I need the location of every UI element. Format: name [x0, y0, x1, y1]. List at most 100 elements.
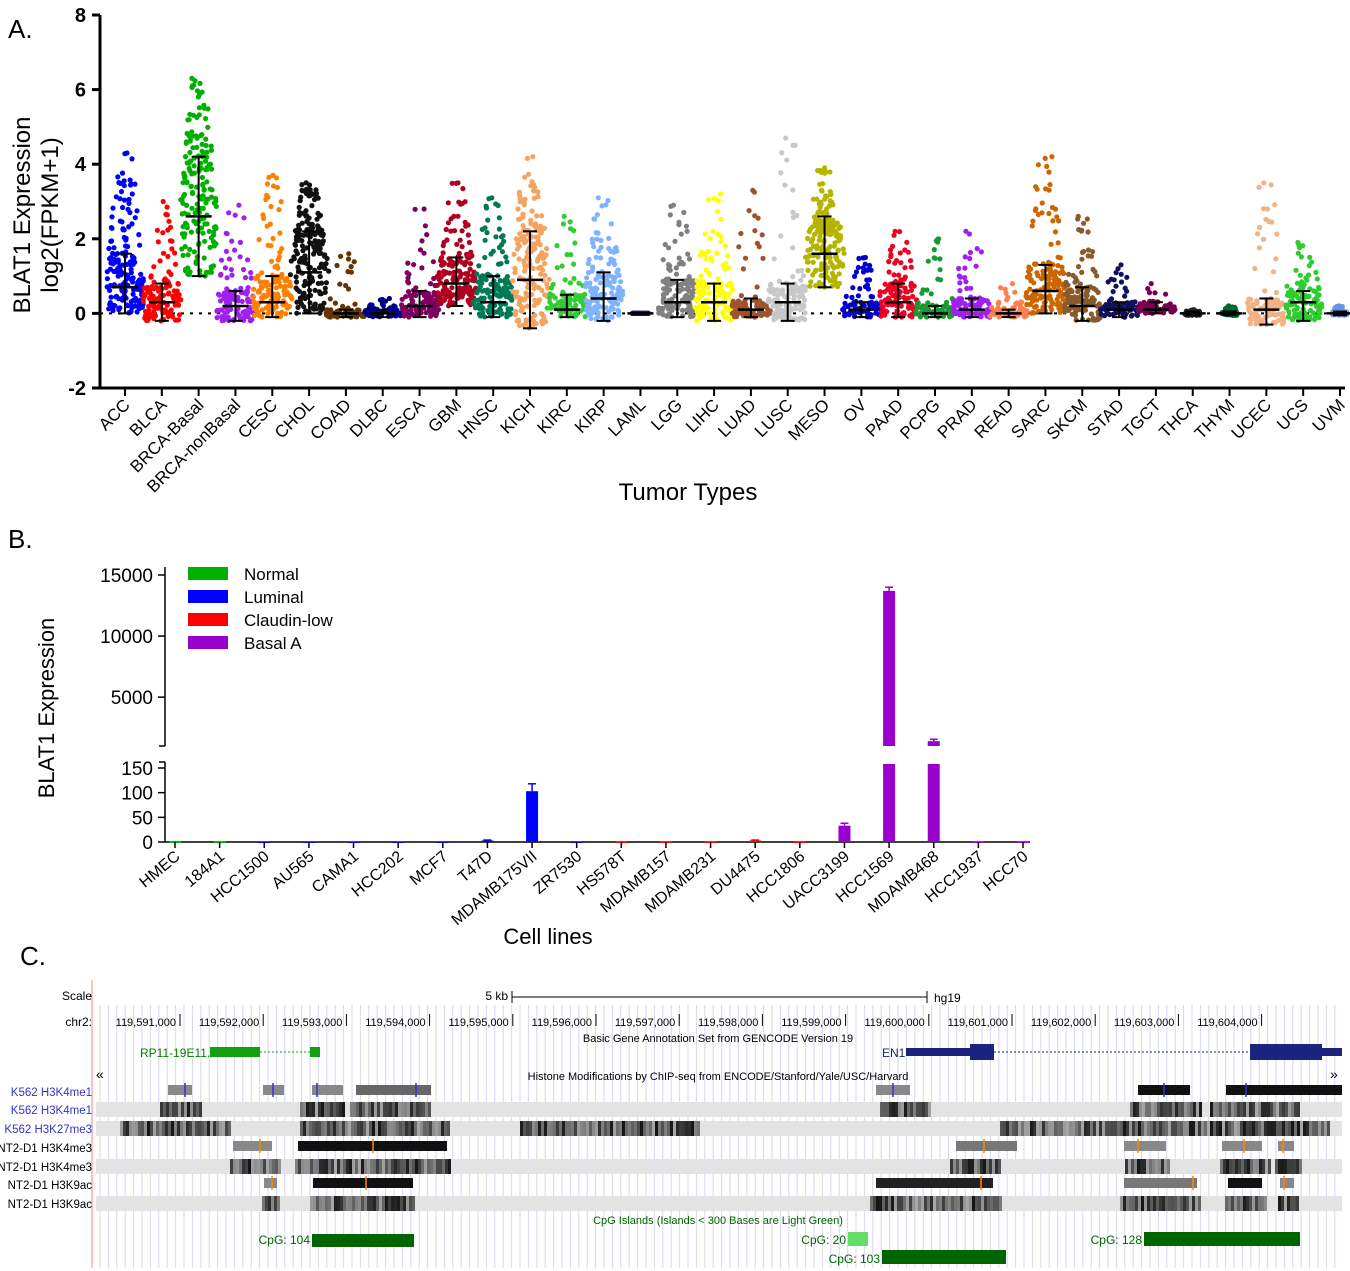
panel-a-ytick-label: -2 [68, 378, 86, 400]
panel-b-ytick-label: 100 [121, 784, 153, 805]
cpg-islands: CpG: 104 CpG: 20 CpG: 103 CpG: 128 [259, 1232, 1300, 1266]
panel-b-ytick-label: 15000 [100, 566, 153, 587]
coord-label: 119,601,000 [948, 1017, 1008, 1029]
panel-a-xtick-label: UCEC [1228, 395, 1275, 442]
panel-b-ytick-label: 10000 [100, 627, 153, 648]
cpg-104-label: CpG: 104 [259, 1233, 311, 1247]
gene-rp11-model [210, 1047, 320, 1057]
panel-a-points-sarc [1023, 154, 1067, 316]
panel-a-xtick-label: READ [971, 395, 1018, 442]
track-label: K562 H3K4me1 [11, 1105, 92, 1117]
panel-a-label: A. [8, 14, 33, 44]
panel-b-ytick-label: 5000 [111, 688, 153, 709]
panel-b-bar-mdamb175vii [526, 783, 539, 842]
panel-a-xtick-label: THYM [1191, 395, 1238, 442]
panel-b-legend-swatch [188, 567, 228, 580]
panel-a-xtick-label: COAD [307, 395, 355, 443]
panel-a-xtick-label: CESC [234, 395, 281, 442]
panel-a-xtick-label: ESCA [382, 395, 429, 442]
panel-a-xtick-label: HNSC [455, 395, 502, 442]
track-row [96, 1102, 1342, 1117]
panel-b-legend-label: Claudin-low [244, 611, 334, 630]
panel-a-xtick-label: UVM [1309, 395, 1349, 435]
coord-label: 119,603,000 [1114, 1017, 1174, 1029]
panel-b-bar-uacc3199 [838, 822, 851, 842]
panel-a-xtick-label: PRAD [934, 395, 981, 442]
panel-a-points-lusc [765, 135, 809, 323]
gene-en1-model [906, 1044, 1342, 1060]
track-label: NT2-D1 H3K4me3 [0, 1143, 92, 1155]
gene-rp11-label: RP11-19E11.1 [140, 1046, 217, 1060]
cpg-20-label: CpG: 20 [801, 1233, 846, 1247]
coord-label: 119,597,000 [615, 1017, 675, 1029]
panel-a-xtick-label: UCS [1273, 395, 1312, 434]
chr-label: chr2: [65, 1015, 92, 1029]
coord-label: 119,604,000 [1197, 1017, 1257, 1029]
panel-a-xtick-label: LAML [604, 395, 649, 440]
panel-b-bar-mdamb468 [927, 738, 940, 842]
panel-a-ylabel-line2: log2(FPKM+1) [37, 137, 64, 292]
panel-a-ytick-label: 8 [75, 5, 86, 27]
scroll-right-icon[interactable]: » [1330, 1066, 1338, 1082]
panel-a-points-kirp [582, 195, 626, 324]
panel-a-points-hnsc [471, 195, 515, 320]
panel-a-points-chol [287, 180, 332, 316]
panel-a-xtick-label: MESO [785, 395, 834, 444]
panel-b-xlabel: Cell lines [503, 924, 592, 949]
track-label: K562 H3K4me1 [11, 1087, 92, 1099]
gene-en1-label: EN1 [882, 1046, 906, 1060]
panel-c-label: C. [20, 941, 46, 971]
panel-a-xtick-label: KICH [497, 395, 539, 437]
coord-label: 119,591,000 [116, 1017, 176, 1029]
panel-a-points-paad [877, 228, 921, 320]
panel-a-xtick-label: LUAD [714, 395, 760, 441]
genome-browser: Scale chr2: 5 kb hg19 119,591,000 119,592… [0, 980, 1342, 1268]
cpg-104-block [312, 1234, 414, 1247]
panel-a-points-lihc [692, 191, 736, 324]
panel-a-ytick-label: 4 [75, 154, 87, 176]
coord-label: 119,595,000 [448, 1017, 508, 1029]
panel-b-bar-t47d [481, 839, 494, 843]
panel-a-xtick-label: SKCM [1043, 395, 1091, 443]
coord-label: 119,602,000 [1031, 1017, 1091, 1029]
panel-a-xtick-label: TGCT [1119, 395, 1165, 441]
panel-a-points-brca-basal [178, 75, 219, 279]
panel-a-ytick-label: 6 [75, 80, 86, 102]
coord-label: 119,594,000 [365, 1017, 425, 1029]
panel-a-xlabel: Tumor Types [619, 479, 758, 506]
cpg-128-block [1144, 1232, 1300, 1246]
panel-a-xtick-label: KIRP [571, 395, 612, 436]
assembly-label: hg19 [934, 991, 961, 1005]
coord-label: 119,598,000 [698, 1017, 758, 1029]
scroll-left-icon[interactable]: « [96, 1066, 104, 1082]
track-label: NT2-D1 H3K9ac [8, 1180, 93, 1192]
panel-a-ylabel-line1: BLAT1 Expression [9, 117, 36, 314]
panel-b-legend-swatch [188, 613, 228, 626]
track-row [96, 1121, 1342, 1136]
cpg-128-label: CpG: 128 [1091, 1233, 1143, 1247]
panel-a-xtick-label: LGG [647, 395, 686, 434]
track-label: K562 H3K27me3 [4, 1124, 92, 1136]
panel-b-xtick-label: MCF7 [407, 848, 451, 889]
cpg-title: CpG Islands (Islands < 300 Bases are Lig… [593, 1215, 843, 1227]
cpg-20-block [848, 1232, 868, 1246]
track-label: NT2-D1 H3K4me3 [0, 1162, 92, 1174]
gencode-title: Basic Gene Annotation Set from GENCODE V… [583, 1033, 853, 1045]
histone-title: Histone Modifications by ChIP-seq from E… [528, 1071, 909, 1083]
panel-a-xtick-label: PCPG [896, 395, 944, 443]
panel-a-xtick-label: STAD [1083, 395, 1128, 440]
coord-label: 119,593,000 [282, 1017, 342, 1029]
panel-b-legend-swatch [188, 590, 228, 603]
panel-b-legend-label: Basal A [244, 634, 302, 653]
panel-a-points-gbm [434, 180, 479, 309]
cpg-103-label: CpG: 103 [829, 1252, 881, 1266]
cpg-103-block [882, 1250, 1006, 1264]
panel-a-ytick-label: 2 [75, 229, 86, 251]
coord-label: 119,596,000 [532, 1017, 592, 1029]
panel-b-xtick-label: HMEC [137, 848, 184, 891]
panel-a-points-blca [140, 198, 184, 324]
panel-b-legend-swatch [188, 636, 228, 649]
